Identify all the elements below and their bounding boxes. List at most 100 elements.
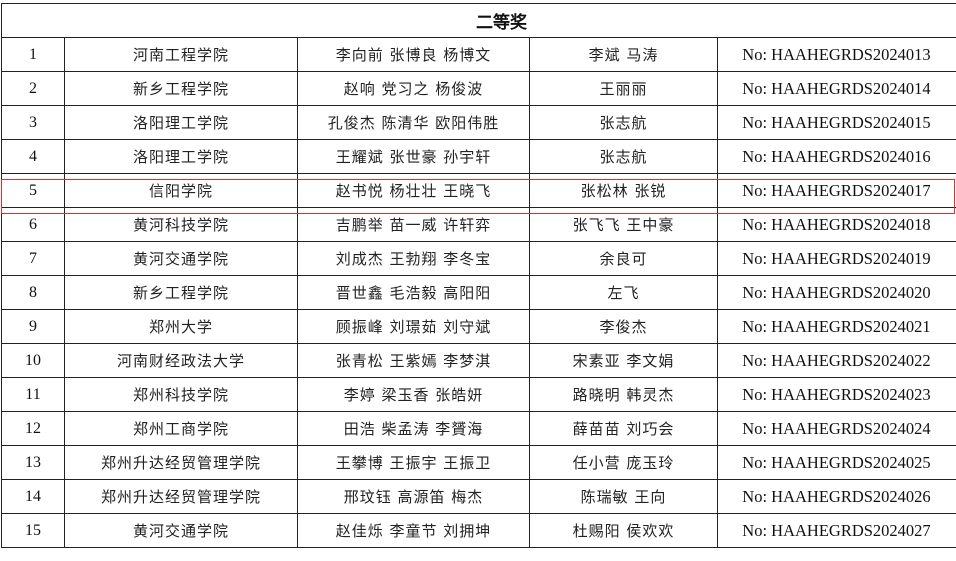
school-cell: 洛阳理工学院 — [64, 105, 298, 140]
advisors-cell: 王丽丽 — [529, 71, 718, 106]
certificate-number-cell: No: HAAHEGRDS2024021 — [716, 309, 956, 344]
advisors-cell: 张志航 — [529, 105, 718, 140]
school-cell: 新乡工程学院 — [64, 275, 298, 310]
certificate-number: No: HAAHEGRDS2024021 — [742, 316, 931, 336]
advisors-cell: 杜赐阳 侯欢欢 — [529, 513, 718, 548]
table-row[interactable]: 12 郑州工商学院 田浩 柴孟涛 李贇海 薛苗苗 刘巧会 No: HAAHEGRDS20… — [1, 411, 956, 446]
row-number: 13 — [1, 445, 65, 480]
students-cell: 王耀斌 张世豪 孙宇轩 — [297, 139, 530, 174]
certificate-number-cell: No: HAAHEGRDS2024024 — [716, 411, 956, 446]
table-row[interactable]: 3 洛阳理工学院 孔俊杰 陈清华 欧阳伟胜 张志航 No: HAAHEGRDS20240… — [1, 105, 956, 140]
certificate-number-cell: No: HAAHEGRDS2024023 — [716, 377, 956, 412]
school-cell: 洛阳理工学院 — [64, 139, 298, 174]
school-cell: 郑州工商学院 — [64, 411, 298, 446]
advisors-cell: 张飞飞 王中豪 — [529, 207, 718, 242]
school-cell: 黄河科技学院 — [64, 207, 298, 242]
certificate-number-cell: No: HAAHEGRDS2024016 — [716, 139, 956, 174]
table-row[interactable]: 8 新乡工程学院 晋世鑫 毛浩毅 高阳阳 左飞 No: HAAHEGRDS2024020 — [1, 275, 956, 310]
students-cell: 孔俊杰 陈清华 欧阳伟胜 — [297, 105, 530, 140]
certificate-number-cell: No: HAAHEGRDS2024015 — [716, 105, 956, 140]
advisors-cell: 余良可 — [529, 241, 718, 276]
advisors-cell: 路晓明 韩灵杰 — [529, 377, 718, 412]
students-cell: 田浩 柴孟涛 李贇海 — [297, 411, 530, 446]
certificate-number-cell: No: HAAHEGRDS2024014 — [716, 71, 956, 106]
advisors-cell: 薛苗苗 刘巧会 — [529, 411, 718, 446]
certificate-number-cell: No: HAAHEGRDS2024020 — [716, 275, 956, 310]
section-header-row: 二等奖 — [0, 3, 956, 38]
row-number: 4 — [1, 139, 65, 174]
table-row[interactable]: 9 郑州大学 顾振峰 刘璟茹 刘守斌 李俊杰 No: HAAHEGRDS2024021 — [1, 309, 956, 344]
row-number: 10 — [1, 343, 65, 378]
students-cell: 张青松 王紫嫣 李梦淇 — [297, 343, 530, 378]
certificate-number-cell: No: HAAHEGRDS2024013 — [716, 37, 956, 72]
row-number: 3 — [1, 105, 65, 140]
students-cell: 邢玟钰 高源笛 梅杰 — [297, 479, 530, 514]
row-number: 12 — [1, 411, 65, 446]
school-cell: 新乡工程学院 — [64, 71, 298, 106]
certificate-number: No: HAAHEGRDS2024026 — [742, 486, 931, 506]
advisors-cell: 李斌 马涛 — [529, 37, 718, 72]
advisors-cell: 张松林 张锐 — [529, 173, 718, 208]
school-cell: 河南财经政法大学 — [64, 343, 298, 378]
advisors-cell: 陈瑞敏 王向 — [529, 479, 718, 514]
certificate-number-cell: No: HAAHEGRDS2024027 — [716, 513, 956, 548]
students-cell: 赵书悦 杨壮壮 王晓飞 — [297, 173, 530, 208]
certificate-number: No: HAAHEGRDS2024015 — [742, 112, 931, 132]
advisors-cell: 李俊杰 — [529, 309, 718, 344]
school-cell: 黄河交通学院 — [64, 241, 298, 276]
table-row[interactable]: 6 黄河科技学院 吉鹏举 苗一威 许轩弈 张飞飞 王中豪 No: HAAHEGRDS20… — [1, 207, 956, 242]
row-number: 6 — [1, 207, 65, 242]
row-number: 15 — [1, 513, 65, 548]
school-cell: 黄河交通学院 — [64, 513, 298, 548]
table-row[interactable]: 15 黄河交通学院 赵佳烁 李童节 刘拥坤 杜赐阳 侯欢欢 No: HAAHEGRDS2… — [1, 513, 956, 548]
table-row[interactable]: 11 郑州科技学院 李婷 梁玉香 张皓妍 路晓明 韩灵杰 No: HAAHEGRDS20… — [1, 377, 956, 412]
certificate-number: No: HAAHEGRDS2024027 — [742, 520, 931, 540]
students-cell: 晋世鑫 毛浩毅 高阳阳 — [297, 275, 530, 310]
table-row[interactable]: 4 洛阳理工学院 王耀斌 张世豪 孙宇轩 张志航 No: HAAHEGRDS202401… — [1, 139, 956, 174]
row-number: 9 — [1, 309, 65, 344]
school-cell: 郑州升达经贸管理学院 — [64, 479, 298, 514]
row-number: 5 — [1, 173, 65, 208]
school-cell: 河南工程学院 — [64, 37, 298, 72]
advisors-cell: 张志航 — [529, 139, 718, 174]
certificate-number: No: HAAHEGRDS2024023 — [742, 384, 931, 404]
certificate-number-cell: No: HAAHEGRDS2024026 — [716, 479, 956, 514]
row-number: 11 — [1, 377, 65, 412]
certificate-number-cell: No: HAAHEGRDS2024018 — [716, 207, 956, 242]
table-row[interactable]: 10 河南财经政法大学 张青松 王紫嫣 李梦淇 宋素亚 李文娟 No: HAAHEGRD… — [1, 343, 956, 378]
certificate-number: No: HAAHEGRDS2024020 — [742, 282, 931, 302]
students-cell: 赵佳烁 李童节 刘拥坤 — [297, 513, 530, 548]
certificate-number: No: HAAHEGRDS2024019 — [742, 248, 931, 268]
students-cell: 吉鹏举 苗一威 许轩弈 — [297, 207, 530, 242]
certificate-number: No: HAAHEGRDS2024014 — [742, 78, 931, 98]
students-cell: 李向前 张博良 杨博文 — [297, 37, 530, 72]
certificate-number: No: HAAHEGRDS2024016 — [742, 146, 931, 166]
table-row[interactable]: 1 河南工程学院 李向前 张博良 杨博文 李斌 马涛 No: HAAHEGRDS2024… — [1, 37, 956, 72]
certificate-number: No: HAAHEGRDS2024017 — [742, 180, 931, 200]
row-number: 2 — [1, 71, 65, 106]
certificate-number-cell: No: HAAHEGRDS2024019 — [716, 241, 956, 276]
certificate-number-cell: No: HAAHEGRDS2024022 — [716, 343, 956, 378]
students-cell: 王攀博 王振宇 王振卫 — [297, 445, 530, 480]
certificate-number: No: HAAHEGRDS2024025 — [742, 452, 931, 472]
school-cell: 郑州大学 — [64, 309, 298, 344]
table-row[interactable]: 13 郑州升达经贸管理学院 王攀博 王振宇 王振卫 任小营 庞玉玲 No: HAAHEG… — [1, 445, 956, 480]
students-cell: 顾振峰 刘璟茹 刘守斌 — [297, 309, 530, 344]
table-row[interactable]: 7 黄河交通学院 刘成杰 王勃翔 李冬宝 余良可 No: HAAHEGRDS202401… — [1, 241, 956, 276]
certificate-number: No: HAAHEGRDS2024013 — [742, 44, 931, 64]
award-table: 二等奖 1 河南工程学院 李向前 张博良 杨博文 李斌 马涛 No: HAAHEGRDS… — [0, 3, 956, 548]
advisors-cell: 任小营 庞玉玲 — [529, 445, 718, 480]
row-number: 8 — [1, 275, 65, 310]
school-cell: 信阳学院 — [64, 173, 298, 208]
table-row[interactable]: 2 新乡工程学院 赵响 党习之 杨俊波 王丽丽 No: HAAHEGRDS2024014 — [1, 71, 956, 106]
table-row[interactable]: 5 信阳学院 赵书悦 杨壮壮 王晓飞 张松林 张锐 No: HAAHEGRDS20240… — [1, 173, 956, 208]
school-cell: 郑州升达经贸管理学院 — [64, 445, 298, 480]
table-row[interactable]: 14 郑州升达经贸管理学院 邢玟钰 高源笛 梅杰 陈瑞敏 王向 No: HAAHEGRD… — [1, 479, 956, 514]
certificate-number: No: HAAHEGRDS2024022 — [742, 350, 931, 370]
section-title: 二等奖 — [0, 3, 956, 38]
certificate-number-cell: No: HAAHEGRDS2024025 — [716, 445, 956, 480]
advisors-cell: 左飞 — [529, 275, 718, 310]
advisors-cell: 宋素亚 李文娟 — [529, 343, 718, 378]
school-cell: 郑州科技学院 — [64, 377, 298, 412]
students-cell: 李婷 梁玉香 张皓妍 — [297, 377, 530, 412]
